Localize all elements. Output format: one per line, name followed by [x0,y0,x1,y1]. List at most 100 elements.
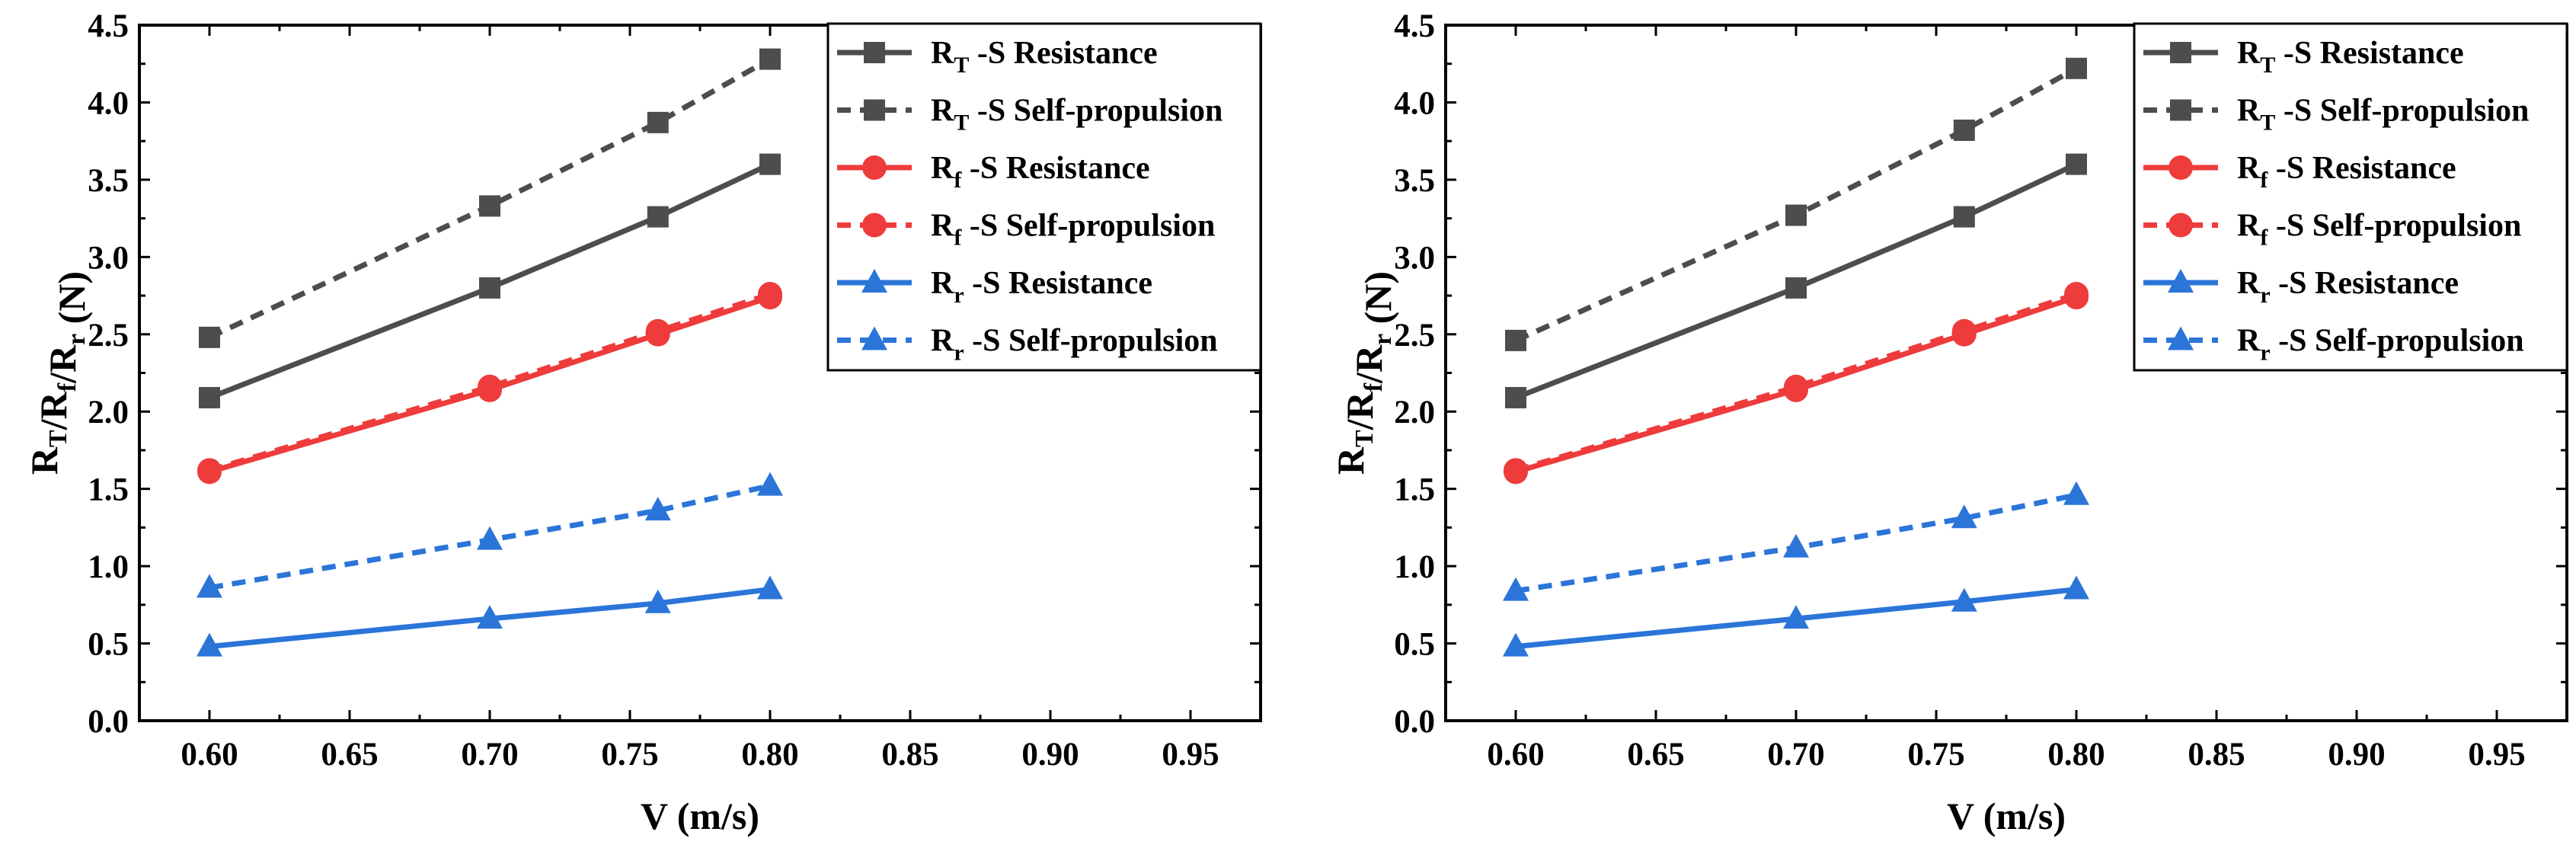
series-4 [1503,575,2089,657]
data-point [1503,632,1529,657]
data-point [197,632,222,657]
x-tick-label: 0.95 [1162,737,1219,773]
data-point [759,153,781,175]
legend-label-sub: r [954,283,964,308]
y-axis-title: RT/Rf/Rr (N) [23,271,93,475]
data-point [759,48,781,70]
legend-label: Rr -S Resistance [2237,266,2459,308]
legend-label-base: R [2237,266,2261,301]
y-tick-label: 1.0 [88,549,129,585]
legend-label: Rf -S Resistance [931,151,1150,193]
legend-label-sub: T [954,53,969,78]
legend-label-base: R [931,266,954,301]
y-axis-title-base: R [23,446,66,475]
series-5 [1503,481,2089,601]
legend-marker [862,213,887,238]
legend-label-sub: T [2260,53,2275,78]
legend-label-base: R [931,209,954,244]
data-point [644,589,671,613]
x-tick-label: 0.95 [2468,737,2525,773]
series-line [208,56,772,341]
legend-marker [861,326,887,350]
x-tick-label: 0.65 [1627,737,1684,773]
y-tick-label: 3.0 [88,240,129,276]
data-point [1784,374,1808,399]
legend-label: RT -S Resistance [931,36,1158,78]
y-tick-label: 4.0 [88,85,129,121]
y-axis-title-sub: r [1369,334,1397,345]
legend-label-text: -S Self-propulsion [2275,94,2529,129]
data-point [199,386,220,408]
legend-label-text: -S Self-propulsion [2271,324,2524,359]
y-tick-label: 4.5 [88,8,129,44]
series-line [1514,162,2078,401]
legend-label: Rr -S Resistance [931,266,1152,308]
y-tick-label: 4.5 [1394,8,1435,44]
legend-label: RT -S Self-propulsion [931,94,1222,136]
legend-label-base: R [2237,151,2261,186]
legend-marker [2168,326,2194,350]
legend: RT -S Resistance R T -S Self-propulsion Rf … [2133,22,2568,372]
y-tick-label: 2.0 [1394,395,1435,430]
series-line [1514,66,2078,344]
legend-label-sub: f [2260,168,2268,193]
legend-marker [864,42,885,63]
y-axis-title-base: R [1329,446,1372,475]
series-4 [197,575,783,657]
data-point [2066,57,2087,79]
legend-label-sub: r [2260,283,2270,308]
legend-label-text: -S Resistance [2271,266,2459,301]
data-point [477,526,503,550]
x-tick-label: 0.60 [1487,737,1544,773]
x-tick-label: 0.80 [2047,737,2105,773]
data-point [644,497,671,521]
chart-panel-left: 0.0 0.5 1.0 1.5 2.0 2.5 3.0 3.5 4.0 4.5 0.60 0.65 0.… [23,8,1262,837]
x-tick-label: 0.90 [1021,737,1079,773]
y-axis-title-unit: (N) [1357,271,1399,334]
x-axis-title: V (m/s) [641,795,759,837]
series-line [209,291,772,473]
legend-label-text: -S Resistance [961,151,1149,186]
x-tick-label: 0.65 [321,737,378,773]
y-tick-label: 3.0 [1394,240,1435,276]
x-axis-title: V (m/s) [1947,795,2066,837]
y-axis-title-sub: r [62,334,91,345]
x-tick-label: 0.85 [2188,737,2245,773]
legend-label: RT -S Resistance [2237,36,2464,78]
data-point [1951,318,1977,344]
legend-label-sub: f [954,226,962,251]
legend-label-base: R [931,151,954,186]
data-point [1504,458,1528,483]
legend-marker [2169,155,2193,180]
series-3 [197,282,782,483]
series-line [1515,587,2077,650]
data-point [1503,577,1529,601]
data-point [1785,204,1807,226]
legend-label-text: -S Resistance [2268,151,2456,186]
x-tick-label: 0.85 [881,737,938,773]
data-point [757,575,783,600]
chart-panel-right: 0.0 0.5 1.0 1.5 2.0 2.5 3.0 3.5 4.0 4.5 0.60 0.65 0.… [1329,8,2568,837]
x-tick-label: 0.70 [461,737,518,773]
series-1 [1505,57,2087,351]
legend-box [826,22,1262,372]
y-axis-title-sub: T [1350,430,1379,447]
y-axis-title-sub: f [1360,382,1388,392]
y-axis-title-base: /R [32,391,75,430]
series-5 [197,472,783,598]
data-point [478,374,502,399]
legend-label: Rf -S Self-propulsion [2237,209,2521,251]
data-point [1505,386,1526,408]
x-tick-label: 0.60 [181,737,238,773]
x-tick-label: 0.80 [741,737,798,773]
legend-label: Rf -S Self-propulsion [931,209,1215,251]
y-axis-title-sub: f [53,382,81,392]
legend-label-base: R [2237,209,2261,244]
data-point [758,282,782,307]
legend-marker [864,99,885,121]
series-1 [199,48,781,348]
data-point [645,318,670,344]
y-tick-label: 0.5 [1394,627,1435,663]
legend-label-base: R [931,324,954,359]
